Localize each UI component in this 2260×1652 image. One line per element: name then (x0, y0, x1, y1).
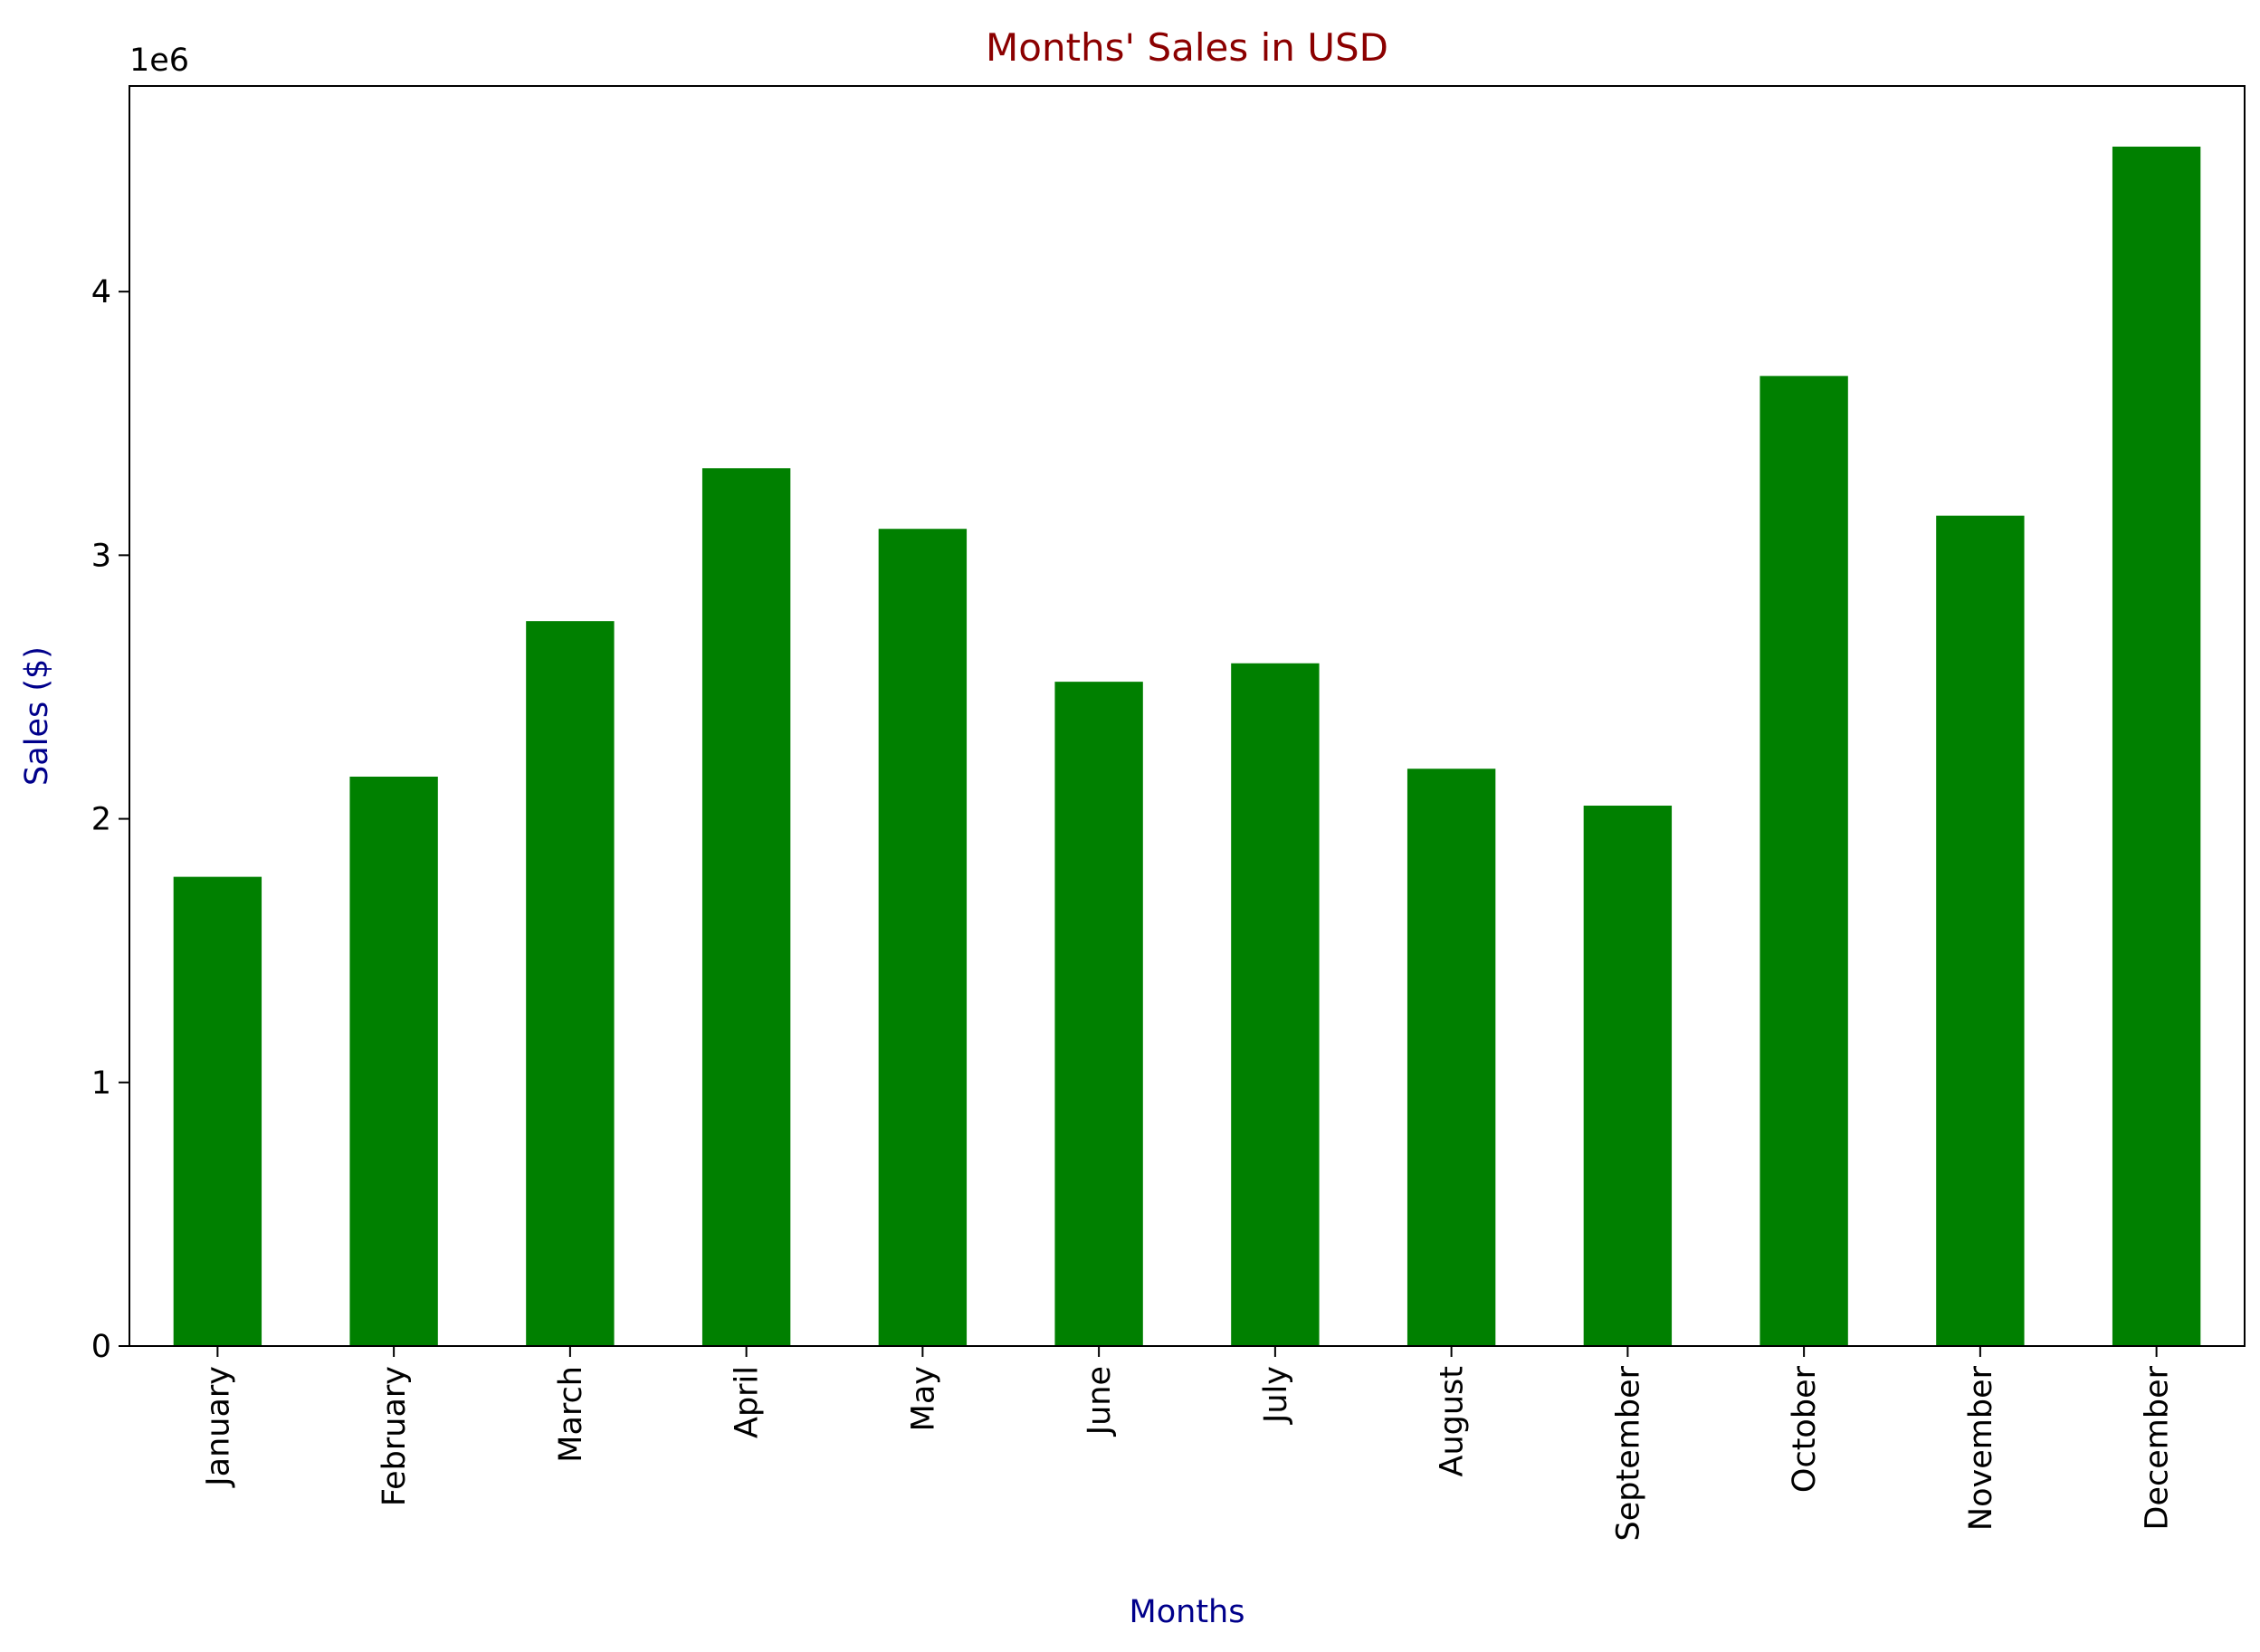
bar-march (526, 621, 615, 1346)
x-tick-label-october: October (1787, 1365, 1823, 1493)
bar-october (1759, 376, 1848, 1346)
bar-november (1936, 515, 2025, 1346)
x-tick-label-may: May (905, 1366, 941, 1431)
x-axis-ticks: January February March April May June July Augu… (200, 1346, 2176, 1541)
x-tick-label-march: March (553, 1366, 589, 1463)
bar-december (2112, 146, 2201, 1346)
x-tick-label-september: September (1610, 1365, 1646, 1541)
x-tick-label-june: June (1082, 1366, 1118, 1437)
plot-area-frame (129, 85, 2246, 1347)
bar-may (878, 529, 968, 1346)
y-axis-ticks: 0 1 2 3 4 (91, 274, 129, 1365)
bar-june (1054, 682, 1143, 1346)
y-tick-label: 0 (91, 1329, 111, 1365)
y-tick-label: 1 (91, 1065, 111, 1102)
bar-september (1583, 806, 1673, 1346)
bar-february (349, 776, 438, 1346)
bar-april (701, 468, 791, 1346)
x-tick-label-november: November (1963, 1365, 1999, 1531)
y-axis-offset-label: 1e6 (129, 43, 189, 79)
y-tick-label: 3 (91, 538, 111, 574)
x-tick-label-august: August (1435, 1366, 1471, 1476)
bar-july (1231, 663, 1320, 1346)
x-tick-label-april: April (729, 1366, 766, 1438)
bar-august (1407, 769, 1496, 1346)
y-axis-title: Sales ($) (19, 646, 55, 786)
y-tick-label: 4 (91, 274, 111, 310)
x-tick-label-july: July (1258, 1366, 1294, 1425)
y-tick-label: 2 (91, 802, 111, 838)
x-tick-label-december: December (2140, 1365, 2176, 1530)
bars-group (173, 146, 2201, 1346)
bar-january (173, 876, 262, 1346)
x-tick-label-february: February (377, 1366, 413, 1506)
x-axis-title: Months (1130, 1594, 1245, 1630)
x-tick-label-january: January (200, 1366, 236, 1488)
chart-title: Months' Sales in USD (986, 25, 1388, 70)
